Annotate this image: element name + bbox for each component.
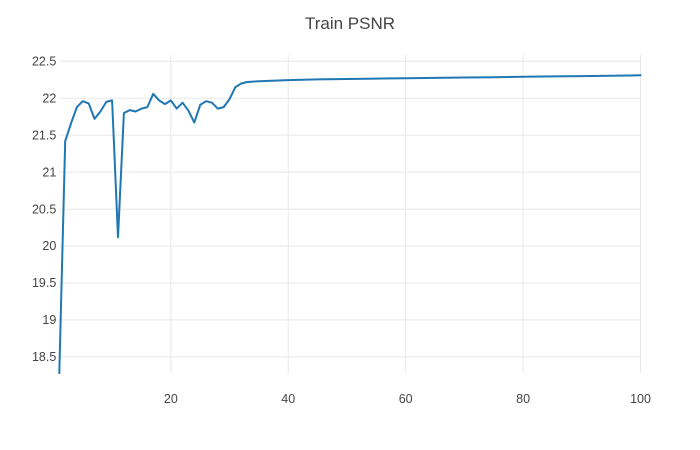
gridlines bbox=[59, 55, 641, 374]
axis-labels: 22.5 22 21.5 21 20.5 20 19.5 19 18.5 20 40 60 80 100 bbox=[32, 54, 651, 406]
x-tick-label: 20 bbox=[164, 392, 178, 406]
x-tick-label: 80 bbox=[516, 392, 530, 406]
y-tick-label: 20 bbox=[42, 239, 56, 253]
series-layer bbox=[58, 74, 642, 375]
x-tick-label: 60 bbox=[399, 392, 413, 406]
x-tick-label: 100 bbox=[630, 392, 651, 406]
y-tick-label: 19 bbox=[42, 313, 56, 327]
y-tick-label: 18.5 bbox=[32, 350, 56, 364]
psnr-line[interactable] bbox=[58, 74, 642, 375]
y-tick-label: 21 bbox=[42, 165, 56, 179]
x-tick-label: 40 bbox=[281, 392, 295, 406]
plot-area[interactable] bbox=[59, 55, 641, 374]
y-tick-label: 20.5 bbox=[32, 202, 56, 216]
y-tick-label: 19.5 bbox=[32, 276, 56, 290]
y-tick-label: 22.5 bbox=[32, 54, 56, 68]
y-tick-label: 22 bbox=[42, 91, 56, 105]
chart-title: Train PSNR bbox=[305, 14, 395, 33]
y-tick-label: 21.5 bbox=[32, 128, 56, 142]
